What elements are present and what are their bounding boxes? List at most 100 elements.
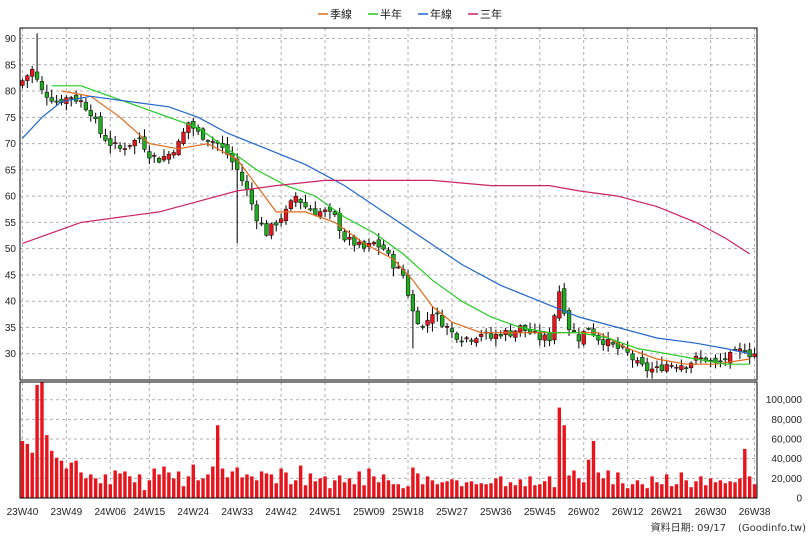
candle-body-45 <box>239 171 245 182</box>
volume-bar-5 <box>45 435 49 498</box>
volume-bar-139 <box>699 476 703 498</box>
volume-bar-39 <box>211 466 215 498</box>
candle-body-48 <box>254 204 259 222</box>
candle-body-89 <box>454 333 459 340</box>
volume-bar-1 <box>25 443 30 498</box>
volume-bar-35 <box>191 464 195 498</box>
volume-bar-103 <box>523 486 527 498</box>
volume-bar-132 <box>664 474 669 498</box>
volume-bar-111 <box>562 425 566 498</box>
candle-body-12 <box>78 100 84 102</box>
candle-body-88 <box>449 328 455 333</box>
volume-bar-10 <box>69 462 73 498</box>
volume-bar-59 <box>308 473 313 498</box>
candle-body-116 <box>586 328 591 330</box>
volume-panel <box>20 382 757 498</box>
volume-bar-81 <box>416 473 420 498</box>
volume-bar-44 <box>235 467 239 498</box>
volume-bar-146 <box>733 482 737 498</box>
candle-body-136 <box>684 367 689 369</box>
volume-bar-48 <box>255 480 259 498</box>
volume-bar-97 <box>494 478 498 498</box>
x-tick-label-2: 24W06 <box>94 507 126 518</box>
volume-bar-61 <box>318 478 322 498</box>
volume-bar-64 <box>333 480 337 498</box>
volume-bar-126 <box>635 480 640 498</box>
volume-bar-67 <box>347 478 352 498</box>
volume-bar-30 <box>167 472 171 498</box>
x-tick-label-3: 24W15 <box>133 507 165 518</box>
volume-bar-43 <box>230 471 235 498</box>
volume-bar-122 <box>616 472 620 498</box>
volume-bar-105 <box>533 485 537 498</box>
volume-bar-135 <box>679 472 684 498</box>
candle-body-118 <box>596 334 601 341</box>
x-tick-label-8: 25W09 <box>353 507 385 518</box>
x-tick-label-16: 26W30 <box>695 507 727 518</box>
candle-body-39 <box>210 141 215 143</box>
candle-body-131 <box>659 364 664 371</box>
volume-bar-14 <box>89 474 93 498</box>
volume-bar-121 <box>611 484 615 498</box>
candle-body-33 <box>181 131 186 144</box>
candle-body-47 <box>249 189 254 205</box>
candle-body-66 <box>342 231 347 241</box>
candle-body-73 <box>376 239 381 248</box>
volume-bar-71 <box>367 468 371 498</box>
candle-body-117 <box>591 328 596 336</box>
candle-body-57 <box>298 198 303 204</box>
candle-body-22 <box>127 145 132 147</box>
volume-bar-77 <box>396 484 400 498</box>
candle-body-87 <box>444 326 450 328</box>
price-tick-label-9: 75 <box>5 113 17 124</box>
volume-bar-129 <box>650 476 654 498</box>
candle-body-126 <box>635 360 640 364</box>
volume-tick-label-2: 40,000 <box>771 454 802 465</box>
x-tick-label-7: 24W51 <box>309 507 341 518</box>
candle-body-119 <box>601 339 606 345</box>
volume-bar-55 <box>289 484 293 498</box>
volume-bar-15 <box>93 478 98 498</box>
legend-label-0: 季線 <box>330 7 352 21</box>
candle-body-56 <box>293 195 298 203</box>
volume-bar-110 <box>557 407 562 498</box>
volume-bar-70 <box>362 485 366 498</box>
candle-body-27 <box>152 155 157 157</box>
candle-body-129 <box>649 368 655 373</box>
candle-body-4 <box>39 81 45 90</box>
volume-bar-69 <box>357 471 361 498</box>
volume-bar-65 <box>337 475 342 498</box>
volume-bar-63 <box>328 488 332 498</box>
candle-body-29 <box>161 156 167 161</box>
candle-body-25 <box>142 136 147 150</box>
candle-body-81 <box>415 310 420 325</box>
candle-body-31 <box>171 152 176 156</box>
candle-body-38 <box>205 140 211 142</box>
candle-body-115 <box>581 331 586 345</box>
candle-body-6 <box>49 97 54 102</box>
candle-body-18 <box>108 138 113 146</box>
volume-bar-91 <box>464 482 469 498</box>
candle-body-50 <box>264 223 269 236</box>
volume-bar-17 <box>103 474 108 498</box>
candle-body-145 <box>728 352 733 364</box>
volume-bar-136 <box>684 480 688 498</box>
candle-body-102 <box>518 325 523 333</box>
candle-body-23 <box>132 139 137 147</box>
volume-bar-78 <box>401 488 405 498</box>
price-tick-label-10: 80 <box>5 87 17 98</box>
price-grid <box>20 28 757 380</box>
candle-body-133 <box>669 365 674 367</box>
volume-bar-46 <box>245 474 249 498</box>
candle-body-24 <box>137 137 142 140</box>
candle-body-97 <box>493 334 498 339</box>
candle-body-127 <box>640 357 645 365</box>
volume-bar-148 <box>743 448 747 498</box>
candle-body-108 <box>547 332 552 341</box>
volume-bar-33 <box>181 486 186 498</box>
volume-bar-57 <box>298 465 303 498</box>
volume-tick-label-1: 20,000 <box>771 474 802 485</box>
volume-bar-94 <box>479 483 483 498</box>
x-tick-label-17: 26W38 <box>739 507 771 518</box>
